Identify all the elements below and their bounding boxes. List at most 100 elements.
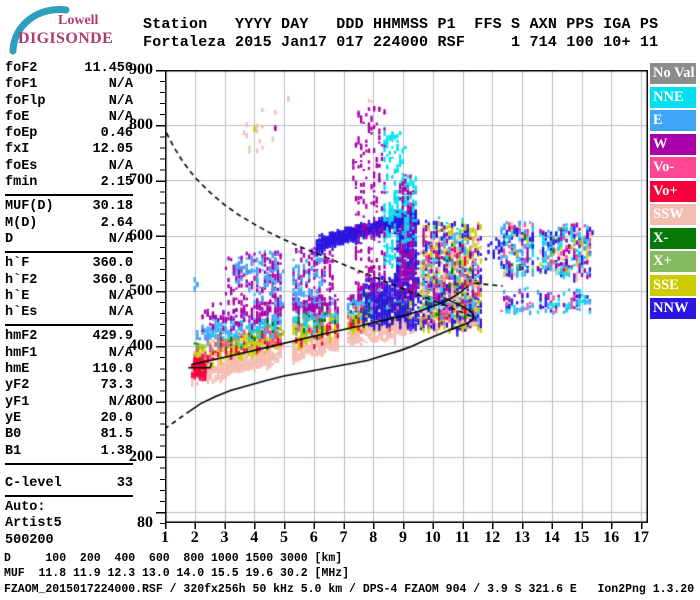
legend-item-nne: NNE: [650, 86, 696, 108]
param-row-m-d: M(D) 2.64: [5, 216, 133, 232]
param-row-yf2: yF2 73.3: [5, 378, 133, 394]
x-tick-label: 4: [250, 529, 259, 546]
param-row-h-es: h`Es N/A: [5, 305, 133, 321]
param-label: h`F: [5, 256, 30, 272]
logo-lowell-text: Lowell: [58, 13, 99, 28]
panel-separator: [5, 251, 133, 254]
legend-item-nnw: NNW: [650, 298, 696, 319]
panel-separator: [5, 462, 133, 465]
panel-separator: [5, 495, 133, 498]
x-tick-label: 10: [424, 529, 441, 546]
param-value: 429.9: [92, 329, 133, 345]
param-value: N/A: [108, 77, 133, 93]
y-tick-label: 700: [129, 171, 153, 189]
param-value: 12.05: [92, 142, 133, 158]
legend-item-x: X-: [650, 227, 696, 249]
panel-text-500200: 500200: [5, 532, 54, 548]
x-axis-ticks: [165, 523, 648, 529]
param-row-muf-d: MUF(D) 30.18: [5, 199, 133, 215]
param-row-h-f2: h`F2 360.0: [5, 273, 133, 289]
param-value: 2.15: [100, 175, 133, 191]
param-row-b1: B1 1.38: [5, 444, 133, 460]
legend-item-x: X+: [650, 251, 696, 272]
param-value: N/A: [108, 93, 133, 109]
param-value: 11.450: [84, 61, 133, 76]
param-value: 73.3: [100, 378, 133, 394]
y-tick-label: 200: [129, 447, 153, 465]
param-row-foep: foEp 0.46: [5, 126, 133, 142]
param-label: h`F2: [5, 272, 38, 288]
param-row-hmf1: hmF1 N/A: [5, 346, 133, 362]
x-tick-label: 3: [220, 529, 229, 546]
header-fields-row: Station YYYY DAY DDD HHMMSS P1 FFS S AXN…: [143, 16, 659, 33]
param-label: foEp: [5, 126, 38, 142]
param-label: MUF(D): [5, 199, 54, 215]
parameters-panel: foF2 11.450 foF1 N/A foFlp N/A foE N/A foEp 0.46 f…: [5, 61, 133, 549]
param-value: 360.0: [92, 256, 133, 272]
param-row-hmf2: hmF2 429.9: [5, 329, 133, 345]
param-row-ye: yE 20.0: [5, 411, 133, 427]
param-row-fof2: foF2 11.450: [5, 61, 133, 77]
param-value: N/A: [108, 158, 133, 174]
param-value: N/A: [108, 345, 133, 361]
y-tick-label: 800: [129, 116, 153, 134]
lowell-digisonde-logo: Lowell DIGISONDE: [6, 4, 138, 58]
param-row-h-e: h`E N/A: [5, 289, 133, 305]
param-label: hmF1: [5, 345, 38, 361]
x-tick-label: 12: [484, 529, 501, 546]
param-value: 110.0: [92, 362, 133, 378]
ionogram-canvas: [165, 70, 648, 523]
y-axis-major-ticks: [156, 70, 165, 524]
param-row-fxi: fxI 12.05: [5, 142, 133, 158]
ionogram-plot: 900 800 700 600 500 400 300 200 80 1 2 3 4 5 6 7 8 9 10 11…: [129, 61, 649, 546]
x-tick-label: 13: [514, 529, 530, 546]
param-label: D: [5, 231, 14, 247]
y-tick-label: 900: [129, 61, 153, 78]
x-tick-label: 8: [369, 529, 378, 546]
legend-item-w: W: [650, 133, 696, 155]
param-label: foF2: [5, 61, 38, 76]
param-label: B0: [5, 427, 22, 443]
param-label: foFlp: [5, 93, 46, 109]
param-label: yF2: [5, 378, 30, 394]
param-row-fof1: foF1 N/A: [5, 77, 133, 93]
legend-item-ssw: SSW: [650, 204, 696, 225]
param-value: 30.18: [92, 199, 133, 215]
param-value: 20.0: [100, 410, 133, 426]
panel-separator: [5, 194, 133, 197]
x-tick-label: 6: [309, 529, 318, 546]
muf-row: MUF 11.8 11.9 12.3 13.0 14.0 15.5 19.6 3…: [4, 567, 350, 580]
x-tick-label: 5: [280, 529, 288, 546]
header-values-row: Fortaleza 2015 Jan17 017 224000 RSF 1 71…: [143, 34, 659, 51]
param-label: foF1: [5, 77, 38, 93]
param-row-b0: B0 81.5: [5, 427, 133, 443]
x-tick-label: 9: [399, 529, 407, 546]
param-label: foE: [5, 109, 30, 125]
param-label: h`E: [5, 288, 30, 304]
param-label: yF1: [5, 394, 30, 410]
param-value: 2.64: [100, 215, 133, 231]
param-label: h`Es: [5, 305, 38, 321]
legend-item-vo: Vo+: [650, 180, 696, 202]
param-label: yE: [5, 410, 22, 426]
logo-digisonde-text: DIGISONDE: [18, 30, 114, 47]
param-value: N/A: [108, 305, 133, 321]
param-row-hme: hmE 110.0: [5, 362, 133, 378]
param-row-c-level: C-level 33: [5, 476, 133, 492]
panel-text-artist5: Artist5: [5, 516, 62, 532]
x-tick-label: 2: [190, 529, 199, 546]
param-value: 360.0: [92, 272, 133, 288]
y-tick-label: 80: [137, 513, 153, 531]
param-value: N/A: [108, 288, 133, 304]
param-row-d: D N/A: [5, 232, 133, 248]
y-tick-label: 400: [129, 337, 153, 355]
legend-item-e: E: [650, 110, 696, 131]
direction-legend: No Val NNE E W Vo- Vo+ SSW X- X+ SSE NNW: [650, 63, 696, 322]
param-label: fxI: [5, 142, 30, 158]
param-value: N/A: [108, 394, 133, 410]
param-label: foEs: [5, 158, 38, 174]
param-value: 33: [116, 475, 133, 491]
param-row-h-f: h`F 360.0: [5, 256, 133, 272]
param-label: hmE: [5, 362, 30, 378]
footer-info: FZAOM_2015017224000.RSF / 320fx256h 50 k…: [4, 583, 695, 596]
